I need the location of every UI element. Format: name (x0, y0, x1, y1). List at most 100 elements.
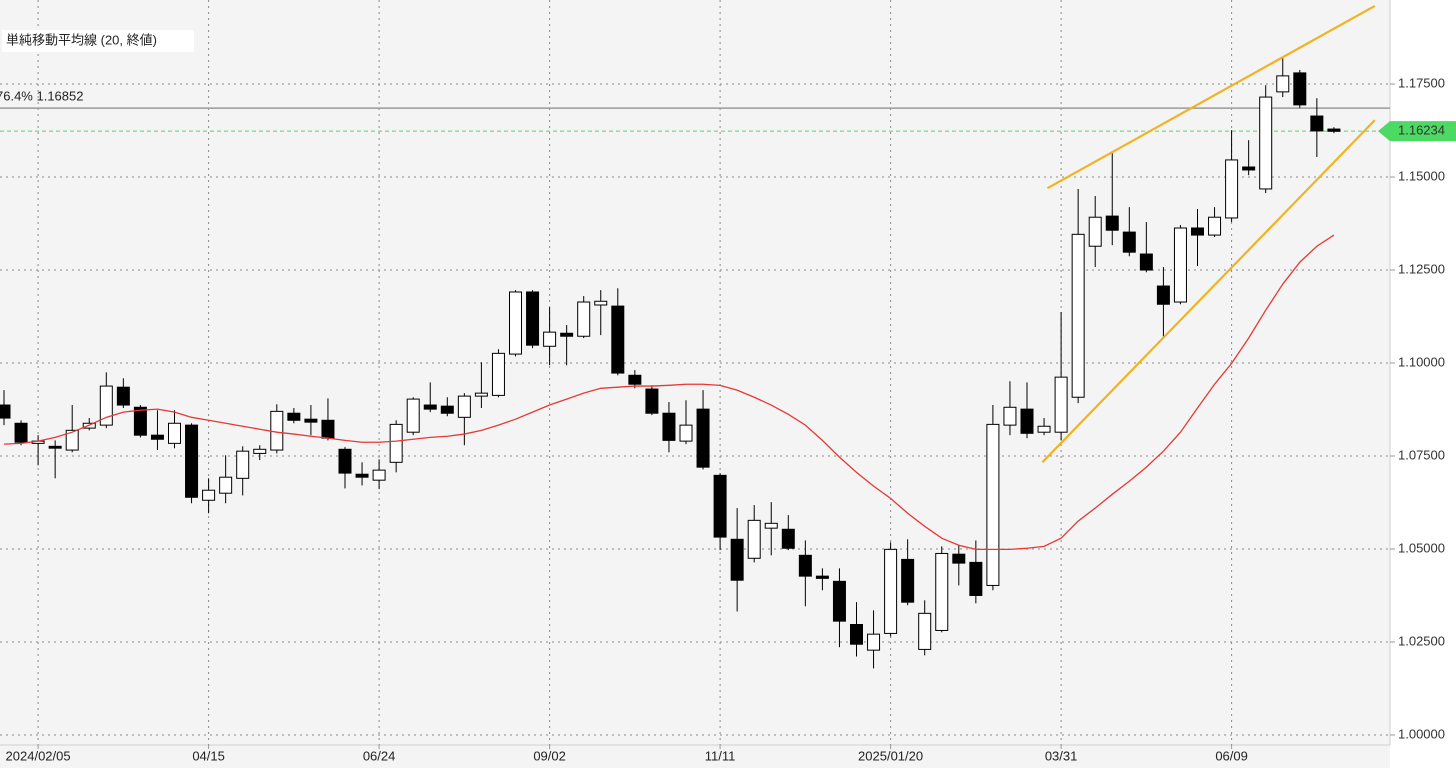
y-tick-label: 1.07500 (1398, 447, 1445, 462)
candle-body (219, 476, 233, 494)
candle-body (781, 528, 795, 549)
candle-body (543, 331, 557, 347)
plot-background (0, 0, 1390, 745)
candle-body (253, 448, 267, 454)
candle-body (116, 386, 130, 406)
candle-body (236, 450, 250, 479)
y-tick-label: 1.10000 (1398, 354, 1445, 369)
candle-body (509, 291, 522, 355)
candle-body (969, 561, 983, 596)
candle-body (918, 612, 932, 650)
candle-body (1156, 285, 1170, 305)
candle-body (491, 352, 505, 396)
candle-body (662, 412, 676, 441)
candle-body (730, 538, 744, 581)
candle-body (986, 423, 1000, 586)
trend-line (1046, 4, 1376, 190)
candle-body (202, 489, 216, 501)
x-tick-label: 06/24 (363, 748, 396, 763)
x-tick-label: 2025/01/20 (858, 748, 923, 763)
candle-body (747, 519, 761, 559)
candle-body (389, 423, 403, 463)
candle-body (594, 300, 608, 306)
candle-body (798, 554, 812, 577)
candle-body (14, 422, 28, 443)
price-tag (1378, 121, 1456, 142)
candle-body (474, 392, 488, 397)
candle-body (526, 291, 540, 346)
overlays (3, 4, 1376, 551)
candle-body (1020, 408, 1034, 434)
candle-body (952, 553, 966, 564)
candle-body (423, 404, 437, 410)
x-tick-label: 11/11 (705, 748, 736, 763)
candle-body (168, 422, 181, 444)
candle-body (867, 633, 881, 651)
y-tick-label: 1.12500 (1398, 261, 1445, 276)
candle-body (1003, 406, 1017, 426)
candle-body (287, 412, 301, 421)
candle-body (1105, 215, 1119, 231)
candle-body (611, 305, 625, 374)
candle-body (372, 469, 386, 481)
candles (0, 56, 1341, 669)
x-axis-background (0, 745, 1390, 768)
candle-body (901, 558, 915, 603)
x-tick-label: 2024/02/05 (6, 748, 71, 763)
candle-body (99, 385, 113, 426)
candle-body (764, 522, 778, 529)
candle-body (0, 404, 11, 419)
y-tick-label: 1.17500 (1398, 75, 1445, 90)
candle-body (628, 374, 642, 385)
price-tag-label: 1.16234 (1398, 123, 1445, 138)
candle-body (1310, 115, 1324, 132)
candle-body (270, 410, 284, 451)
x-tick-label: 04/15 (192, 748, 225, 763)
x-tick-label: 03/31 (1045, 748, 1078, 763)
legend-entry: 単純移動平均線 (20, 終値) (6, 32, 157, 47)
candle-body (133, 406, 147, 436)
candle-body (1071, 233, 1085, 398)
candle-body (884, 548, 898, 634)
reference-lines (0, 107, 1390, 132)
labels: 1.00000 1.02500 1.05000 1.07500 1.10000 1.125… (0, 75, 1456, 763)
candle-body (1173, 227, 1187, 303)
candle-body (65, 429, 79, 451)
candle-body (850, 623, 863, 645)
x-tick-label: 06/09 (1215, 748, 1248, 763)
candle-body (338, 448, 352, 474)
candle-body (560, 332, 574, 337)
candle-body (48, 445, 62, 449)
y-tick-label: 1.15000 (1398, 168, 1445, 183)
y-tick-label: 1.05000 (1398, 540, 1445, 555)
candle-body (1088, 216, 1102, 247)
candle-body (645, 388, 659, 414)
candle-body (1122, 231, 1136, 253)
candle-body (1327, 128, 1341, 132)
candle-body (1276, 75, 1290, 93)
candle-body (304, 418, 318, 423)
candle-body (1293, 72, 1307, 106)
trend-line (1041, 119, 1376, 464)
candle-body (1259, 96, 1273, 190)
candle-body (713, 474, 727, 538)
legend-background (2, 30, 194, 52)
candle-body (935, 552, 949, 631)
x-tick-label: 09/02 (533, 748, 566, 763)
candle-body (150, 434, 164, 440)
candle-body (321, 419, 335, 439)
candle-body (355, 473, 369, 478)
candle-body (696, 408, 710, 468)
candle-body (1139, 253, 1153, 271)
candle-body (457, 395, 471, 418)
candle-body (1225, 159, 1239, 219)
candle-body (1208, 216, 1222, 236)
candle-body (440, 405, 454, 414)
y-tick-label: 1.02500 (1398, 633, 1445, 648)
y-axis-background (1390, 0, 1456, 768)
candle-body (577, 301, 591, 337)
candle-body (1191, 227, 1204, 236)
